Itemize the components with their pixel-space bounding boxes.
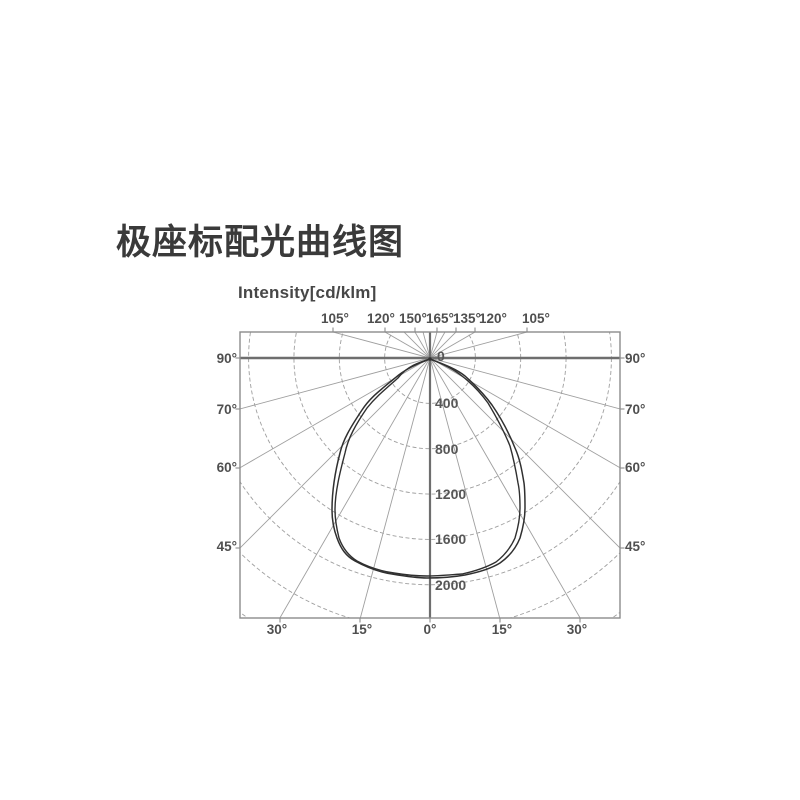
- right-angle-label: 90°: [625, 351, 646, 366]
- bottom-angle-label: 15°: [491, 622, 513, 637]
- radial-scale-label: 400: [435, 395, 459, 411]
- intensity-axis-label: Intensity[cd/klm]: [238, 283, 377, 302]
- top-angle-label: 165°: [426, 311, 454, 326]
- radial-scale-label: 1200: [435, 486, 467, 502]
- radial-scale-label: 1600: [435, 531, 467, 547]
- right-angle-label: 45°: [625, 539, 646, 554]
- left-angle-label: 60°: [216, 460, 237, 475]
- top-angle-label: 150°: [399, 311, 427, 326]
- bottom-angle-label: 30°: [266, 622, 288, 637]
- radial-scale-label: 2000: [435, 577, 467, 593]
- radial-scale-label: 800: [435, 441, 459, 457]
- radial-scale-label: 0: [437, 348, 445, 364]
- photometric-curve-outer: [331, 358, 526, 579]
- top-angle-label: 135°: [453, 311, 481, 326]
- left-angle-label: 45°: [216, 539, 237, 554]
- top-angle-label: 120°: [479, 311, 507, 326]
- right-angle-label: 60°: [625, 460, 646, 475]
- bottom-angle-label: 30°: [566, 622, 588, 637]
- polar-photometric-diagram: [235, 327, 625, 623]
- border-ticks: [235, 327, 625, 623]
- right-angle-label: 70°: [625, 402, 646, 417]
- top-angle-label: 105°: [321, 311, 349, 326]
- origin-point: [428, 357, 432, 361]
- bottom-angle-label: 15°: [351, 622, 373, 637]
- top-angle-label: 105°: [522, 311, 550, 326]
- left-angle-label: 70°: [216, 402, 237, 417]
- left-angle-label: 90°: [216, 351, 237, 366]
- photometric-curve-inner: [334, 358, 521, 577]
- bottom-angle-label: 0°: [423, 622, 437, 637]
- page-title: 极座标配光曲线图: [116, 223, 405, 262]
- top-angle-label: 120°: [367, 311, 395, 326]
